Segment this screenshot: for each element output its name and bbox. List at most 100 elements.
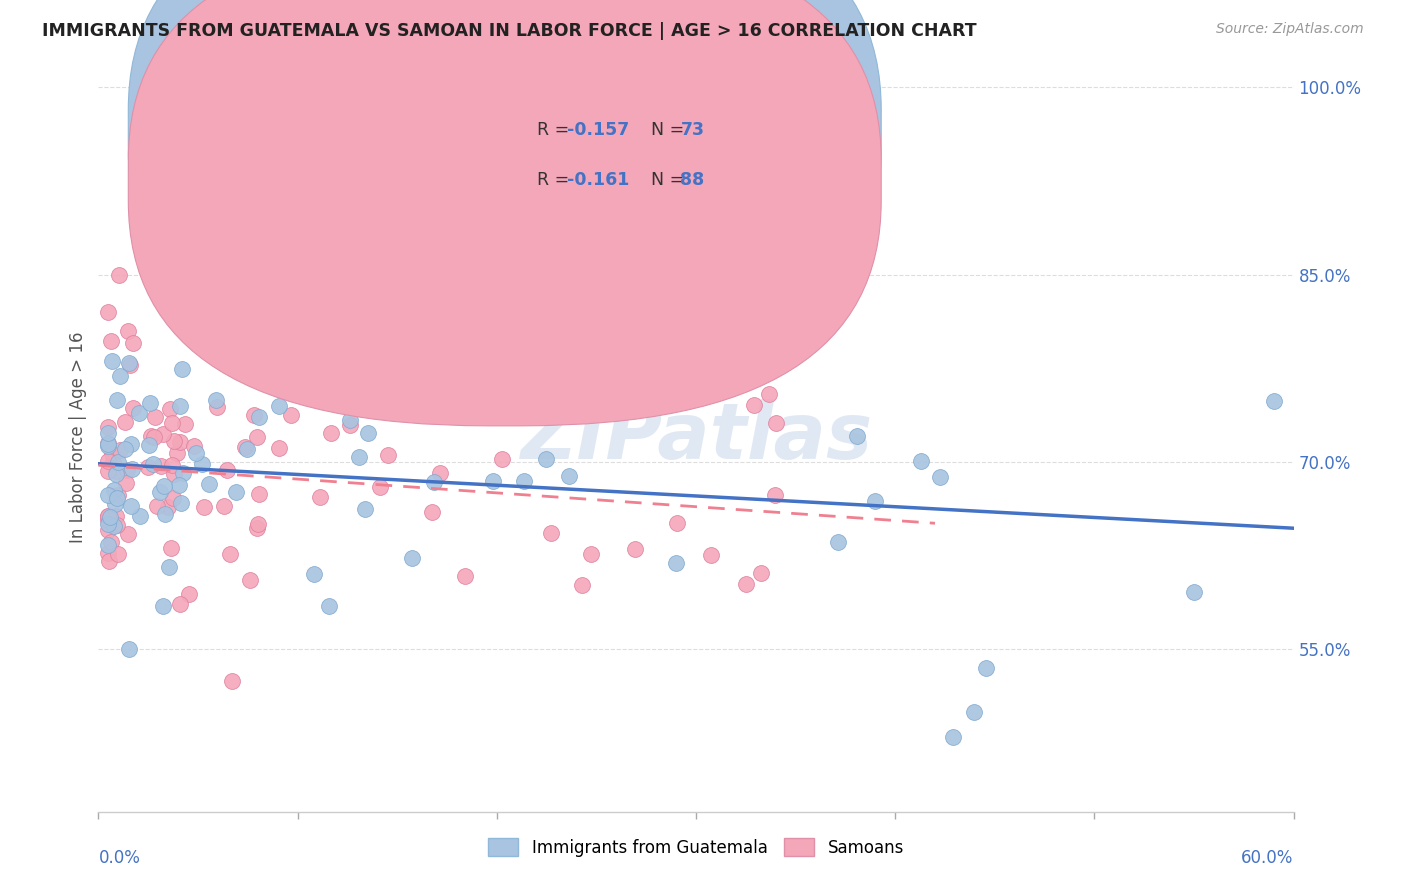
- Point: [170, 496, 193, 510]
- Point: [169, 400, 191, 414]
- Point: [149, 485, 172, 500]
- Point: [557, 469, 579, 483]
- Point: [97, 537, 120, 551]
- Point: [235, 442, 257, 457]
- Point: [302, 567, 325, 582]
- Text: N =: N =: [651, 121, 689, 139]
- Point: [120, 437, 142, 451]
- Point: [128, 406, 150, 420]
- Point: [97, 305, 120, 319]
- Text: IMMIGRANTS FROM GUATEMALA VS SAMOAN IN LABOR FORCE | AGE > 16 CORRELATION CHART: IMMIGRANTS FROM GUATEMALA VS SAMOAN IN L…: [42, 22, 977, 40]
- Point: [97, 435, 120, 450]
- Point: [491, 452, 513, 467]
- Point: [97, 546, 120, 560]
- Point: [205, 393, 228, 408]
- Text: R =: R =: [537, 171, 575, 189]
- Point: [309, 490, 332, 504]
- Point: [749, 566, 772, 581]
- Point: [423, 475, 446, 489]
- Point: [197, 476, 219, 491]
- Point: [219, 547, 242, 561]
- Point: [765, 416, 787, 430]
- Point: [98, 509, 121, 524]
- Point: [579, 547, 602, 561]
- Point: [162, 491, 184, 505]
- Point: [540, 525, 562, 540]
- Point: [233, 440, 256, 454]
- Point: [246, 521, 269, 535]
- Point: [160, 458, 183, 473]
- Point: [865, 494, 887, 508]
- Point: [357, 425, 380, 440]
- Point: [121, 401, 143, 415]
- Point: [454, 568, 477, 582]
- Legend: Immigrants from Guatemala, Samoans: Immigrants from Guatemala, Samoans: [481, 832, 911, 863]
- Point: [105, 491, 128, 505]
- Point: [121, 462, 143, 476]
- FancyBboxPatch shape: [128, 0, 882, 425]
- Point: [429, 466, 451, 480]
- Point: [166, 446, 188, 460]
- Point: [100, 535, 122, 549]
- Point: [163, 467, 186, 481]
- Point: [97, 420, 120, 434]
- Point: [498, 401, 520, 416]
- Point: [172, 362, 194, 376]
- Text: ZIPatlas: ZIPatlas: [520, 399, 872, 475]
- Text: 73: 73: [681, 121, 704, 139]
- Point: [108, 268, 131, 282]
- Point: [142, 457, 165, 471]
- Point: [97, 523, 120, 537]
- Point: [120, 359, 142, 373]
- Point: [159, 401, 181, 416]
- Point: [103, 519, 125, 533]
- Point: [157, 500, 180, 514]
- Text: -0.157: -0.157: [567, 121, 628, 139]
- Point: [118, 356, 141, 370]
- Point: [115, 475, 138, 490]
- Point: [247, 487, 270, 501]
- Point: [118, 642, 141, 657]
- Point: [420, 506, 443, 520]
- Y-axis label: In Labor Force | Age > 16: In Labor Force | Age > 16: [69, 331, 87, 543]
- Point: [129, 508, 152, 523]
- Text: Source: ZipAtlas.com: Source: ZipAtlas.com: [1216, 22, 1364, 37]
- Point: [205, 401, 228, 415]
- Point: [699, 548, 721, 562]
- Point: [97, 437, 120, 451]
- Point: [742, 398, 765, 412]
- Point: [1263, 394, 1285, 409]
- Point: [929, 470, 952, 484]
- Point: [105, 392, 128, 407]
- Point: [153, 479, 176, 493]
- Point: [139, 396, 162, 410]
- Point: [101, 354, 124, 368]
- Point: [389, 406, 412, 420]
- Point: [212, 500, 235, 514]
- Point: [97, 439, 120, 453]
- Point: [177, 587, 200, 601]
- Point: [149, 458, 172, 473]
- Point: [117, 463, 139, 477]
- Point: [280, 408, 302, 422]
- Point: [107, 547, 129, 561]
- Point: [242, 408, 264, 422]
- Point: [122, 336, 145, 351]
- Point: [153, 508, 176, 522]
- Point: [100, 334, 122, 348]
- Point: [845, 428, 868, 442]
- Point: [152, 599, 174, 614]
- Text: R =: R =: [537, 121, 575, 139]
- Point: [146, 499, 169, 513]
- Point: [97, 508, 120, 523]
- Point: [138, 459, 160, 474]
- Point: [571, 577, 593, 591]
- Text: -0.161: -0.161: [567, 171, 630, 189]
- Point: [758, 386, 780, 401]
- Point: [169, 435, 191, 450]
- Point: [267, 399, 290, 413]
- Text: N =: N =: [651, 171, 689, 189]
- FancyBboxPatch shape: [128, 0, 882, 376]
- Point: [942, 730, 965, 744]
- Point: [108, 442, 131, 457]
